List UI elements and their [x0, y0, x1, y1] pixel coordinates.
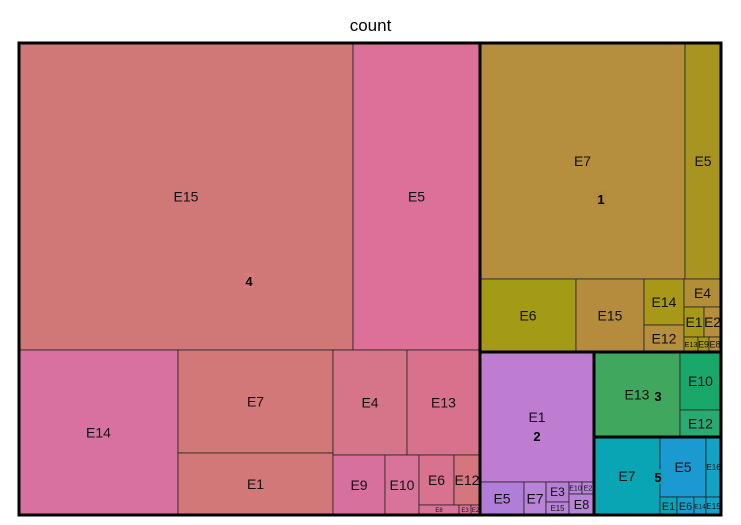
- tile-label: E1: [662, 501, 675, 513]
- tile-label: E5: [694, 153, 711, 169]
- tile-label: E4: [361, 394, 378, 410]
- tile-group1-e14: [643, 278, 685, 326]
- group-label-4: 4: [245, 274, 253, 289]
- tile-label: E13: [431, 394, 456, 410]
- tile-group4-e1: [177, 452, 334, 516]
- group-label-bg: [653, 469, 663, 484]
- group-borders: [17, 41, 723, 517]
- tile-label: E14: [86, 424, 111, 440]
- tile-label: E9: [350, 477, 367, 493]
- tile-label: E12: [455, 472, 480, 488]
- tile-group1-e15: [575, 278, 645, 353]
- group-label-bg: [532, 428, 542, 443]
- tile-label: E5: [674, 459, 691, 475]
- tile-group4-e10: [384, 454, 420, 516]
- tile-label: E14: [652, 294, 677, 310]
- group-label-2: 2: [533, 429, 540, 444]
- tile-label: E13: [684, 340, 697, 349]
- tile-label: E10: [390, 477, 415, 493]
- group-labels: 4 1 2 3 5: [244, 191, 663, 485]
- tile-label: E7: [247, 393, 264, 409]
- tile-label: E7: [574, 153, 591, 169]
- tile-label: E5: [408, 188, 425, 204]
- tile-group1-e7: [479, 42, 686, 280]
- tile-label: E9: [698, 340, 709, 350]
- tile-group4-e7: [177, 349, 334, 454]
- tile-label: E3: [461, 508, 469, 514]
- tile-label: E15: [551, 504, 566, 513]
- tile-label: E15: [706, 502, 721, 511]
- tile-label: E2: [704, 315, 721, 330]
- tile-label: E7: [618, 468, 635, 484]
- tile-label: E8: [435, 508, 443, 514]
- tile-label: E3: [550, 485, 565, 499]
- tile-label: E1: [528, 409, 545, 425]
- tile-label: E1: [247, 476, 264, 492]
- tile-label: E13: [625, 386, 650, 402]
- tile-label: E2: [472, 508, 480, 514]
- tile-label: E14: [694, 503, 706, 510]
- treemap-frame: [17, 41, 723, 517]
- group-label-3: 3: [654, 389, 661, 404]
- group-label-bg: [244, 273, 254, 288]
- tile-label: E6: [428, 472, 445, 488]
- tile-label: E12: [688, 415, 713, 431]
- tile-label: E16: [706, 463, 721, 472]
- tile-label: E2: [584, 484, 593, 493]
- tile-group2-e5: [479, 481, 525, 516]
- tile-label: E10: [569, 485, 582, 492]
- tile-group4-e5: [352, 42, 481, 351]
- group-label-5: 5: [654, 470, 661, 485]
- tile-label: E15: [598, 307, 623, 323]
- tile-label: E6: [679, 501, 692, 513]
- tile-group1-e5: [684, 42, 722, 280]
- tile-label: E8: [709, 340, 720, 350]
- tile-group4-e13: [406, 349, 481, 456]
- tile-label: E4: [694, 285, 711, 301]
- tile-label: E10: [688, 373, 713, 389]
- tile-label: E8: [574, 498, 589, 512]
- tile-group4-e12: [453, 454, 481, 506]
- tile-group1-e4: [683, 278, 722, 308]
- tile-label: E7: [526, 490, 543, 506]
- tile-label: E15: [174, 188, 199, 204]
- tile-group4-e4: [332, 349, 408, 456]
- tile-label: E6: [519, 307, 536, 323]
- tile-group1-e6: [479, 278, 577, 353]
- chart-title: count: [349, 16, 392, 35]
- tile-label: E12: [652, 330, 677, 346]
- group-label-bg: [653, 388, 663, 403]
- tile-group4-e9: [332, 454, 386, 516]
- tile-label: E1: [685, 314, 702, 330]
- group-label-1: 1: [597, 192, 604, 207]
- tile-label: E5: [493, 490, 510, 506]
- group-label-bg: [596, 191, 606, 206]
